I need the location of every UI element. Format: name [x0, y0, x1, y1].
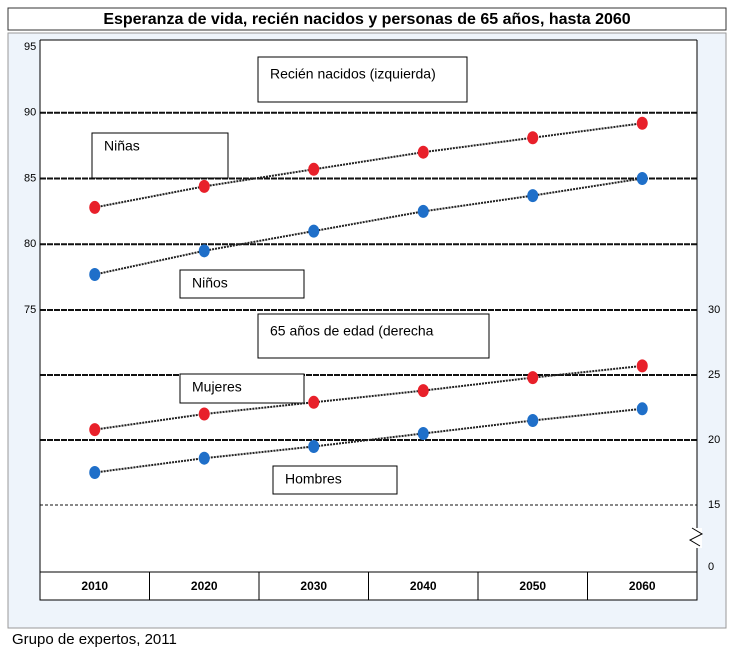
point — [198, 451, 210, 465]
x-tick-label: 2050 — [519, 579, 546, 593]
axis-break-gap — [692, 528, 702, 548]
x-tick-label: 2060 — [629, 579, 656, 593]
point — [636, 116, 648, 130]
point — [89, 267, 101, 281]
point — [308, 224, 320, 238]
point — [527, 371, 539, 385]
y2-tick-label: 0 — [708, 561, 714, 573]
point — [198, 244, 210, 258]
point — [308, 162, 320, 176]
title-bar — [7, 7, 727, 31]
series-line — [94, 122, 643, 209]
point — [198, 407, 210, 421]
point — [527, 131, 539, 145]
y-tick-label: 95 — [24, 41, 36, 53]
legend-label: Niñas — [104, 138, 140, 154]
y2-tick-label: 30 — [708, 304, 720, 316]
point — [89, 466, 101, 479]
point — [308, 395, 320, 409]
point — [89, 423, 101, 437]
point — [636, 172, 648, 185]
series-label-box — [91, 132, 229, 179]
annotation: 65 años de edad (derecha — [270, 323, 434, 339]
point — [417, 384, 429, 398]
annotation-box — [257, 313, 490, 359]
y-tick-label: 90 — [24, 107, 36, 119]
point — [89, 200, 101, 214]
annotation-box — [257, 56, 468, 103]
y-tick-label: 75 — [24, 304, 36, 316]
axis-break — [688, 527, 704, 547]
y-tick-label: 80 — [24, 238, 36, 250]
y-tick-label: 85 — [24, 172, 36, 184]
annotation: Recién nacidos (izquierda) — [270, 66, 436, 82]
chart-title: Esperanza de vida, recién nacidos y pers… — [103, 11, 630, 28]
series-line — [94, 407, 643, 474]
y2-tick-label: 25 — [708, 369, 720, 381]
y2-tick-label: 15 — [708, 499, 720, 511]
series-label-box — [272, 465, 398, 495]
x-tick-label: 2020 — [191, 579, 218, 593]
point — [527, 414, 539, 427]
legend-label: Mujeres — [192, 379, 242, 395]
series-line — [94, 177, 643, 276]
source: Grupo de expertos, 2011 — [12, 631, 177, 648]
x-tick-label: 2030 — [300, 579, 327, 593]
point — [636, 402, 648, 416]
point — [636, 359, 648, 373]
series-label-box — [179, 373, 305, 404]
point — [417, 204, 429, 218]
point — [527, 189, 539, 203]
legend-label: Hombres — [285, 471, 342, 487]
point — [417, 145, 429, 159]
x-tick-label: 2040 — [410, 579, 437, 593]
point — [308, 440, 320, 453]
series-line — [94, 364, 643, 431]
legend-label: Niños — [192, 275, 228, 291]
x-tick-label: 2010 — [81, 579, 108, 593]
point — [198, 179, 210, 193]
y2-tick-label: 20 — [708, 434, 720, 446]
point — [417, 427, 429, 440]
series-label-box — [179, 269, 305, 299]
